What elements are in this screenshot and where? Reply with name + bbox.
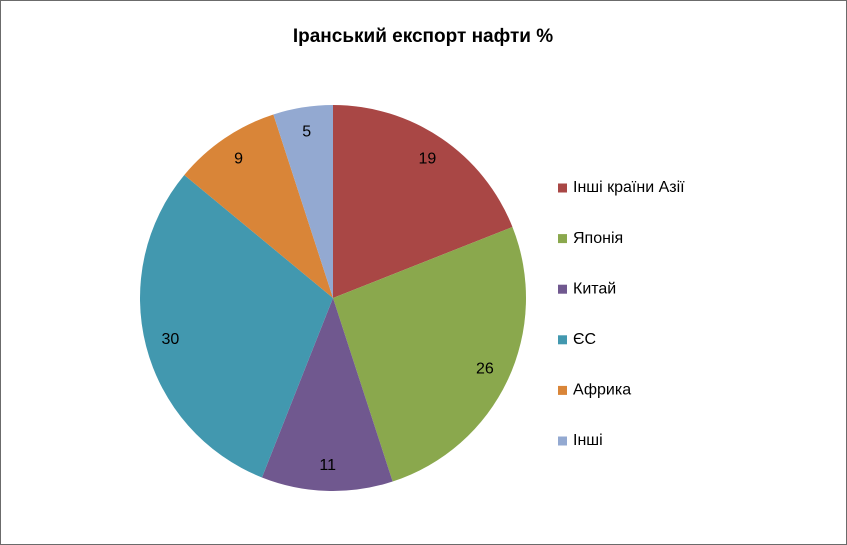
legend-swatch bbox=[558, 436, 567, 446]
data-label: 11 bbox=[319, 457, 336, 474]
legend-swatch bbox=[558, 234, 567, 244]
legend-label: Африка bbox=[573, 382, 631, 399]
legend-swatch bbox=[558, 385, 567, 395]
legend-swatch bbox=[558, 284, 567, 294]
data-label: 30 bbox=[161, 331, 179, 348]
legend-swatch bbox=[558, 335, 567, 345]
legend-label: Японія bbox=[573, 230, 623, 247]
pie-slice bbox=[273, 105, 333, 298]
pie-slice bbox=[333, 226, 526, 482]
data-label: 26 bbox=[476, 361, 494, 378]
legend-label: Інші країни Азії bbox=[573, 179, 685, 196]
pie-slice bbox=[139, 174, 333, 478]
chart-title: Іранський експорт нафти % bbox=[293, 26, 553, 47]
legend-label: Китай bbox=[573, 280, 616, 297]
pie-slice bbox=[261, 298, 393, 491]
legend-swatch bbox=[558, 183, 567, 193]
data-label: 9 bbox=[234, 150, 243, 167]
data-label: 19 bbox=[418, 150, 436, 167]
legend-label: Інші bbox=[573, 432, 603, 449]
pie-slice bbox=[184, 114, 333, 298]
pie-slice bbox=[333, 105, 513, 298]
legend-label: ЄС bbox=[573, 331, 596, 348]
data-label: 5 bbox=[302, 123, 311, 140]
